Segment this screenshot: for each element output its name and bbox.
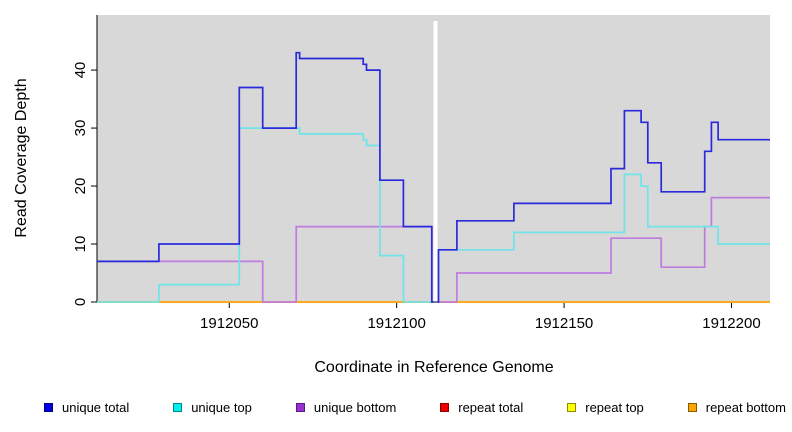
legend-item-repeat-top: repeat top — [567, 400, 644, 415]
legend-swatch-icon — [440, 402, 450, 412]
y-tick-label: 30 — [72, 120, 89, 137]
legend-swatch-icon — [567, 402, 577, 412]
x-tick-label: 1912100 — [367, 315, 425, 332]
series-unique-bottom — [437, 196, 770, 303]
y-tick-label: 20 — [72, 178, 89, 195]
legend: unique total unique top unique bottom re… — [44, 397, 786, 417]
coverage-gap — [433, 21, 438, 302]
y-axis-label: Read Coverage Depth — [13, 78, 30, 238]
x-tick-label: 1912150 — [535, 315, 593, 332]
legend-swatch-icon — [687, 402, 697, 412]
legend-item-unique-top: unique top — [173, 400, 252, 415]
legend-item-repeat-bottom: repeat bottom — [687, 399, 786, 415]
series-unique-top — [97, 127, 434, 303]
legend-label: repeat total — [458, 399, 524, 415]
y-tick-label: 10 — [72, 236, 89, 253]
legend-label: unique total — [62, 399, 130, 415]
series-unique-total — [437, 109, 770, 303]
y-tick-label: 0 — [72, 298, 89, 306]
legend-item-unique-total: unique total — [44, 400, 129, 415]
x-tick-label: 1912200 — [702, 315, 760, 332]
legend-label: unique bottom — [313, 399, 397, 415]
legend-label: repeat top — [585, 399, 644, 415]
x-tick-label: 1912050 — [200, 315, 258, 332]
legend-swatch-icon — [44, 402, 53, 412]
y-tick-label: 40 — [72, 62, 89, 79]
legend-label: unique top — [191, 399, 252, 415]
series-unique-total — [97, 51, 434, 303]
legend-swatch-icon — [295, 402, 305, 412]
legend-swatch-icon — [173, 402, 183, 412]
legend-label: repeat bottom — [705, 399, 786, 415]
legend-item-repeat-total: repeat total — [440, 400, 523, 415]
x-axis-label: Coordinate in Reference Genome — [314, 359, 554, 376]
legend-item-unique-bottom: unique bottom — [295, 399, 397, 415]
